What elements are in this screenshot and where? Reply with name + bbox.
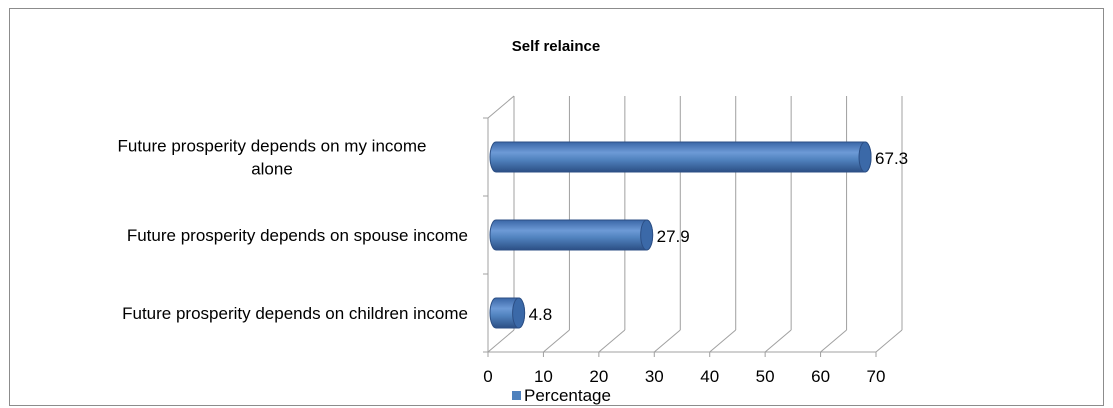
x-tick-label: 0: [483, 367, 492, 386]
category-label-line: Future prosperity depends on my income: [118, 137, 427, 156]
bar-cap: [640, 219, 654, 251]
bar-cap: [858, 141, 872, 173]
data-label: 4.8: [529, 305, 553, 324]
floor-gridline: [709, 329, 737, 353]
category-label: Future prosperity depends on my income al…: [118, 137, 427, 179]
x-tick-label: 40: [700, 367, 719, 386]
bar: [489, 219, 654, 251]
chart-title: Self relaince: [512, 38, 600, 55]
floor-gridline: [653, 329, 681, 353]
floor-gridline: [487, 329, 515, 353]
category-label-line: Future prosperity depends on children in…: [122, 304, 468, 323]
side-wall-top: [487, 95, 515, 119]
floor-gridline: [598, 329, 626, 353]
bar-body: [489, 141, 872, 173]
floor-gridline: [764, 329, 792, 353]
legend: Percentage: [512, 386, 611, 405]
bar-body: [489, 219, 654, 251]
category-label: Future prosperity depends on spouse inco…: [127, 226, 468, 245]
bar: [489, 141, 872, 173]
x-tick-label: 60: [811, 367, 830, 386]
legend-swatch: [512, 391, 521, 400]
legend-label: Percentage: [524, 386, 611, 405]
x-tick-label: 20: [589, 367, 608, 386]
bar-cap: [512, 297, 526, 329]
category-label-line: Future prosperity depends on spouse inco…: [127, 226, 468, 245]
data-label: 27.9: [657, 227, 690, 246]
bars: [489, 141, 872, 329]
gridlines: [487, 96, 903, 353]
x-tick-label: 50: [756, 367, 775, 386]
chart-frame: [9, 8, 1104, 406]
category-label: Future prosperity depends on children in…: [122, 304, 468, 323]
floor-gridline: [820, 329, 847, 353]
x-tick-label: 70: [867, 367, 886, 386]
x-tick-label: 30: [645, 367, 664, 386]
labels: 0 10 20 30 40 50 60 70 67.3 Future prosperity dep…: [118, 137, 909, 387]
floor-gridline: [875, 329, 903, 353]
category-label-line: alone: [251, 160, 293, 179]
x-tick-label: 10: [534, 367, 553, 386]
axes: [483, 95, 877, 357]
floor-gridline: [543, 329, 570, 353]
data-label: 67.3: [875, 149, 908, 168]
bar: [489, 297, 526, 329]
